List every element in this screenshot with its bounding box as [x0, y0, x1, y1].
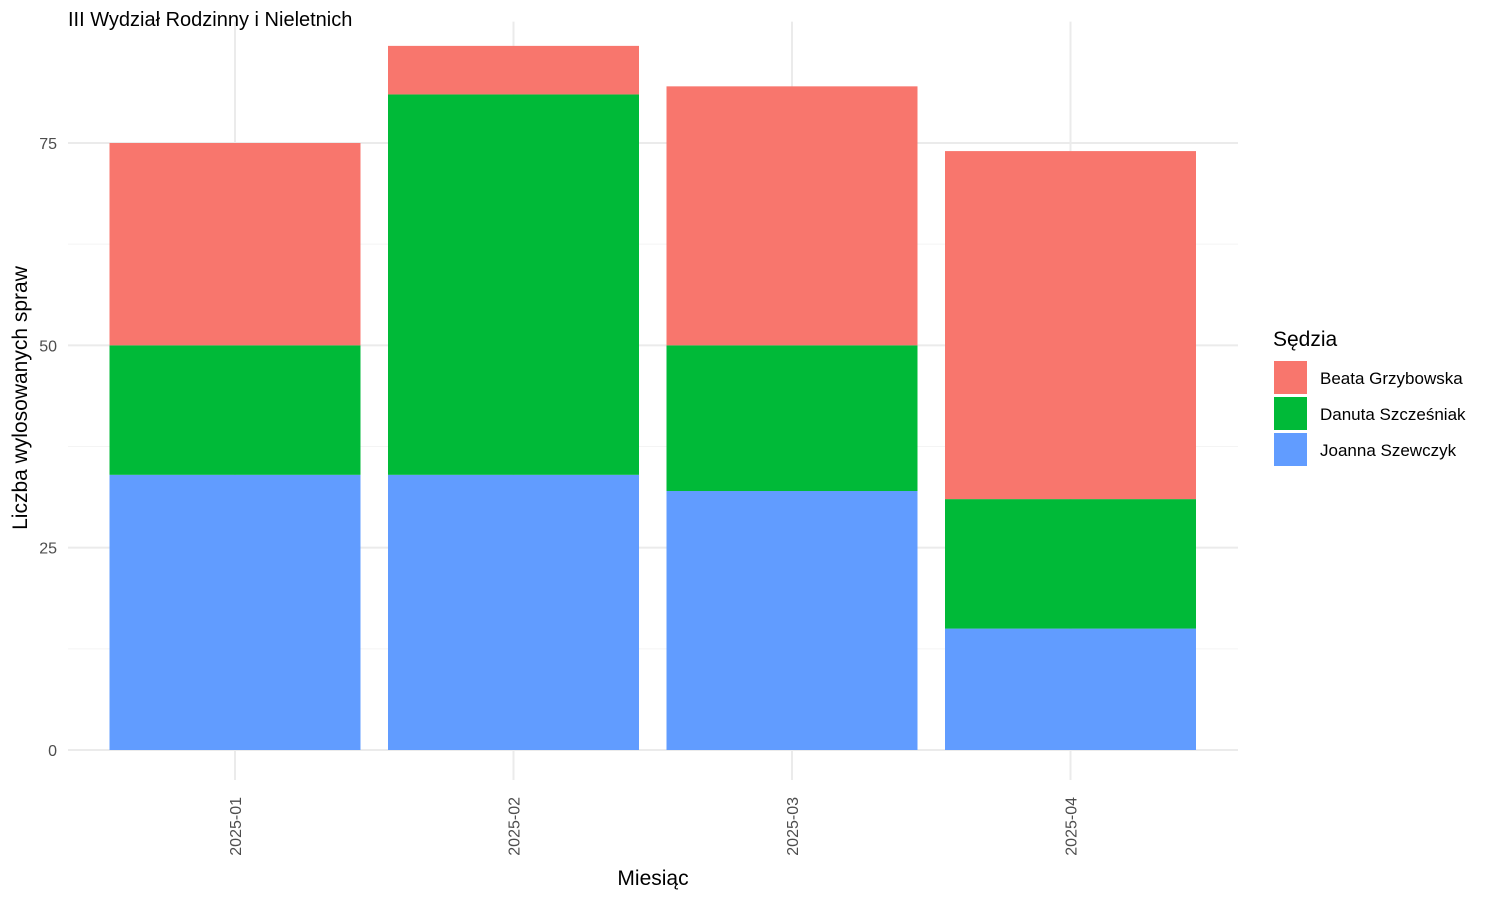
x-tick-label: 2025-04 [1064, 797, 1081, 856]
bar-segment [666, 345, 918, 492]
bar-segment [666, 86, 918, 346]
bar-segment [945, 499, 1196, 629]
x-tick-label: 2025-01 [228, 797, 245, 856]
legend-label: Joanna Szewczyk [1320, 441, 1457, 460]
legend-label: Danuta Szcześniak [1320, 405, 1466, 424]
bars [109, 45, 1196, 750]
legend-label: Beata Grzybowska [1320, 369, 1463, 388]
x-tick-label: 2025-03 [785, 797, 802, 856]
bar-segment [945, 628, 1196, 750]
legend-items: Beata Grzybowska Danuta Szcześniak Joanna … [1274, 361, 1466, 466]
bar-segment [388, 45, 639, 95]
legend-swatch [1274, 397, 1307, 430]
bar-segment [945, 151, 1196, 500]
legend: Sędzia Beata Grzybowska Danuta Szcześniak… [1273, 328, 1466, 466]
bar-segment [109, 143, 361, 346]
bar-segment [388, 474, 639, 750]
bar-segment [666, 491, 918, 750]
legend-swatch [1274, 361, 1307, 394]
bar-segment [109, 474, 361, 750]
x-tick-label: 2025-02 [507, 797, 524, 856]
bar-segment [109, 345, 361, 475]
bar-segment [388, 94, 639, 475]
x-axis-title: Miesiąc [617, 867, 688, 890]
legend-title: Sędzia [1273, 328, 1338, 351]
y-axis-title: Liczba wylosowanych spraw [9, 265, 32, 530]
chart-title: III Wydział Rodzinny i Nieletnich [68, 9, 352, 31]
y-axis-ticks: 0 25 50 75 [39, 136, 57, 760]
y-tick-label: 75 [39, 136, 57, 153]
y-tick-label: 50 [39, 338, 57, 355]
legend-swatch [1274, 433, 1307, 466]
x-axis-ticks: 2025-01 2025-02 2025-03 2025-04 [228, 797, 1081, 856]
y-tick-label: 0 [48, 743, 57, 760]
y-tick-label: 25 [39, 541, 57, 558]
